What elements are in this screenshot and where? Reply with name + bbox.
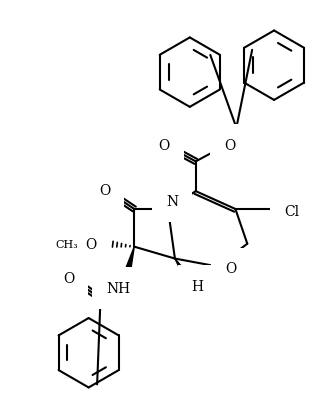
Text: O: O bbox=[224, 138, 235, 152]
Text: N: N bbox=[166, 195, 178, 209]
Text: O: O bbox=[158, 138, 170, 152]
Polygon shape bbox=[175, 259, 190, 280]
Text: H: H bbox=[192, 280, 204, 294]
Text: O: O bbox=[99, 184, 110, 198]
Text: O: O bbox=[225, 262, 236, 276]
Text: O: O bbox=[63, 272, 75, 286]
Text: NH: NH bbox=[106, 282, 130, 296]
Text: O: O bbox=[85, 237, 96, 251]
Polygon shape bbox=[123, 247, 134, 278]
Text: Cl: Cl bbox=[284, 204, 300, 218]
Text: CH₃: CH₃ bbox=[55, 239, 78, 249]
